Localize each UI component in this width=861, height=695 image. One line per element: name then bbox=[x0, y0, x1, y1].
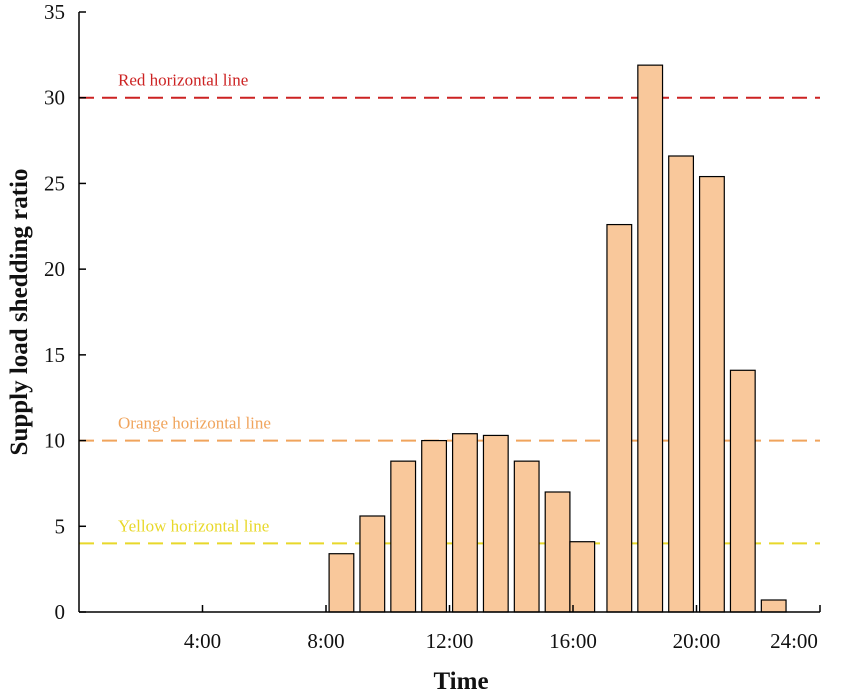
bar-10 bbox=[606, 223, 633, 613]
bar-14 bbox=[729, 369, 756, 613]
yellow-reference-label: Yellow horizontal line bbox=[118, 516, 269, 535]
x-tick-label: 4:00 bbox=[184, 629, 221, 653]
y-axis-title: Supply load shedding ratio bbox=[6, 169, 33, 456]
x-tick-label: 20:00 bbox=[673, 629, 721, 653]
bar-1 bbox=[328, 553, 355, 613]
y-tick-label: 10 bbox=[44, 429, 65, 453]
x-tick-label: 24:00 bbox=[770, 629, 818, 653]
bar-7 bbox=[513, 460, 540, 613]
x-tick-label: 16:00 bbox=[549, 629, 597, 653]
x-ticks: 4:00 8:00 12:00 16:00 20:00 24:00 bbox=[184, 605, 821, 653]
orange-reference-label: Orange horizontal line bbox=[118, 414, 271, 433]
y-tick-label: 20 bbox=[44, 257, 65, 281]
bar-9 bbox=[569, 541, 596, 613]
bar-6 bbox=[482, 434, 509, 613]
bar-11 bbox=[637, 64, 664, 613]
bar-2 bbox=[359, 515, 386, 613]
bar-3 bbox=[390, 460, 417, 613]
bar-5 bbox=[451, 433, 478, 613]
y-ticks: 0 5 10 15 20 25 30 35 bbox=[44, 0, 86, 624]
y-tick-label: 30 bbox=[44, 86, 65, 110]
bar-8 bbox=[544, 491, 571, 613]
bars bbox=[328, 64, 787, 613]
bar-4 bbox=[421, 439, 448, 613]
y-tick-label: 25 bbox=[44, 171, 65, 195]
red-reference-label: Red horizontal line bbox=[118, 71, 248, 90]
bar-15 bbox=[760, 599, 787, 613]
x-tick-label: 12:00 bbox=[426, 629, 474, 653]
y-tick-label: 0 bbox=[55, 600, 66, 624]
bar-12 bbox=[668, 155, 695, 613]
x-axis-title: Time bbox=[433, 668, 488, 695]
x-tick-label: 8:00 bbox=[307, 629, 344, 653]
y-tick-label: 35 bbox=[44, 0, 65, 24]
bar-13 bbox=[698, 175, 725, 613]
y-tick-label: 5 bbox=[55, 514, 66, 538]
reference-lines: Red horizontal line Orange horizontal lin… bbox=[79, 71, 820, 545]
y-tick-label: 15 bbox=[44, 343, 65, 367]
